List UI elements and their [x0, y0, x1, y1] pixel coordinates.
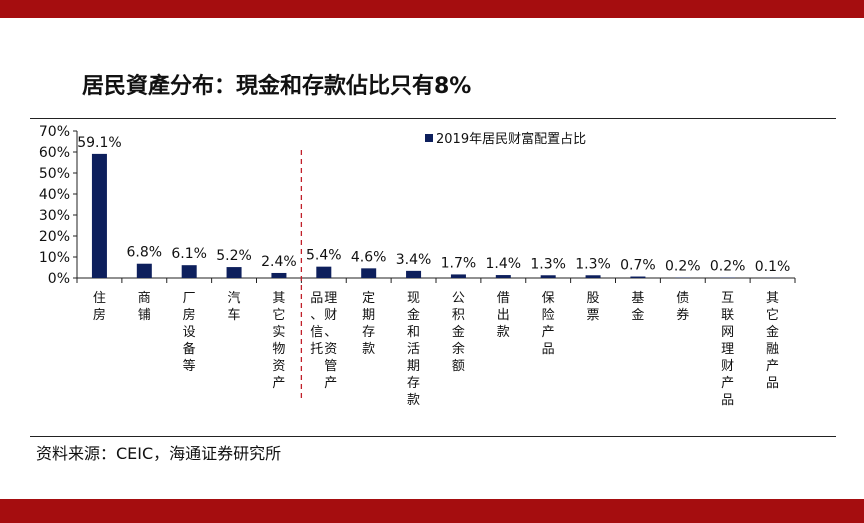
data-label: 1.4% — [486, 256, 522, 272]
y-tick-label: 70% — [39, 124, 70, 140]
data-label: 2.4% — [261, 254, 297, 270]
category-label: 品、信托 — [310, 291, 323, 357]
category-label: 厂房设备等 — [183, 291, 196, 374]
y-tick-label: 30% — [39, 208, 70, 224]
data-label: 59.1% — [77, 135, 121, 151]
bar — [540, 275, 556, 278]
category-label: 汽车 — [228, 291, 241, 323]
category-label: 基金 — [631, 291, 644, 323]
data-label: 1.3% — [575, 256, 611, 272]
category-label: 其它实物资产 — [272, 291, 285, 391]
category-label: 理财、资管产 — [324, 291, 337, 391]
page-title: 居民資產分布：現金和存款佔比只有8% — [82, 74, 472, 99]
y-tick-label: 0% — [48, 271, 70, 287]
data-label: 0.7% — [620, 258, 656, 274]
top-rule — [30, 118, 836, 119]
category-label: 商铺 — [138, 291, 151, 323]
data-label: 3.4% — [396, 252, 432, 268]
bar — [271, 272, 287, 278]
bar-chart: 0% 10% 20% 30% 40% 50% 60% 70% 59.1% 住房 6.8% 商铺 6.1%… — [39, 124, 796, 408]
data-label: 6.1% — [171, 246, 207, 262]
top-banner — [0, 0, 864, 18]
bar — [136, 263, 152, 278]
category-label: 公积金余额 — [452, 291, 465, 374]
legend-swatch — [425, 134, 433, 142]
data-label: 0.2% — [665, 259, 701, 275]
y-tick-label: 40% — [39, 187, 70, 203]
bar — [630, 276, 646, 278]
category-label: 定期存款 — [362, 291, 375, 357]
category-label: 债券 — [676, 291, 689, 323]
source-note: 资料来源：CEIC，海通证券研究所 — [36, 444, 282, 463]
data-label: 0.1% — [755, 259, 791, 275]
bottom-banner — [0, 499, 864, 523]
category-label: 其它金融产品 — [766, 291, 779, 391]
bar — [450, 274, 466, 278]
y-tick-label: 50% — [39, 166, 70, 182]
y-tick-label: 10% — [39, 250, 70, 266]
data-label: 1.3% — [530, 256, 566, 272]
category-label: 住房 — [93, 291, 106, 323]
category-label: 现金和活期存款 — [407, 291, 420, 408]
data-label: 6.8% — [127, 245, 163, 261]
bottom-rule — [30, 436, 836, 437]
data-label: 0.2% — [710, 259, 746, 275]
y-tick-label: 20% — [39, 229, 70, 245]
data-label: 5.2% — [216, 248, 252, 264]
bar — [361, 268, 377, 278]
bar — [91, 153, 107, 278]
category-label: 股票 — [587, 291, 600, 323]
bar — [316, 266, 332, 278]
bar — [495, 275, 511, 278]
bar — [406, 270, 422, 278]
bar — [181, 265, 197, 278]
y-tick-label: 60% — [39, 145, 70, 161]
bar — [585, 275, 601, 278]
bar — [226, 267, 242, 278]
category-label: 借出款 — [497, 291, 510, 340]
data-label: 4.6% — [351, 249, 387, 265]
data-label: 5.4% — [306, 248, 342, 264]
category-label: 保险产品 — [542, 291, 555, 357]
legend-label: 2019年居民财富配置占比 — [436, 131, 586, 147]
category-label: 互联网理财产品 — [721, 291, 734, 408]
data-label: 1.7% — [441, 255, 477, 271]
